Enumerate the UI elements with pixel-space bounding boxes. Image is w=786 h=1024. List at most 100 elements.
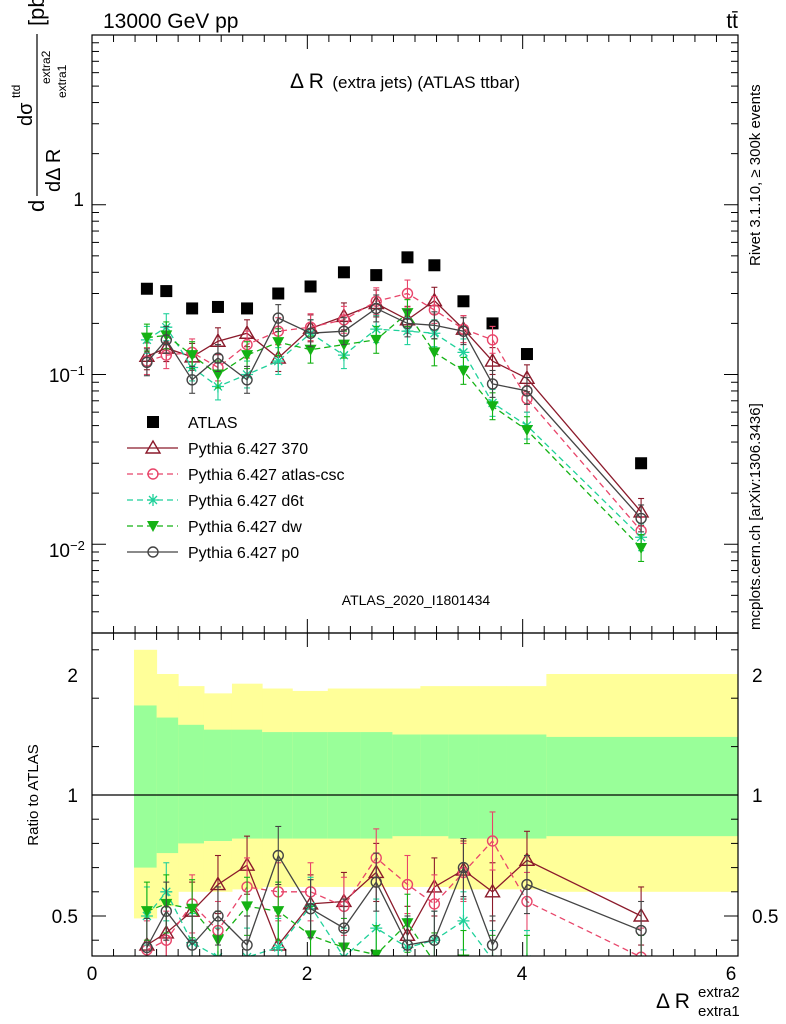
point-p370 xyxy=(484,352,501,367)
ratio-point-p0 xyxy=(212,910,224,922)
inner-band-bin xyxy=(420,734,449,837)
ytick-label-0p1: 10 xyxy=(49,366,70,387)
ratio-point-p0 xyxy=(338,922,350,934)
point-ATLAS xyxy=(401,251,414,264)
point-dw xyxy=(304,344,317,356)
ratio-point-dw xyxy=(140,906,153,918)
legend-label-ATLAS: ATLAS xyxy=(188,415,238,432)
ratio-point-atlascsc xyxy=(486,835,499,847)
point-ATLAS xyxy=(186,302,199,315)
point-dw xyxy=(370,334,383,346)
ylabel-d: d xyxy=(24,200,49,212)
ratio-ylabel: Ratio to ATLAS xyxy=(25,744,42,845)
ytick-exp-m2: −2 xyxy=(70,538,85,553)
point-dw xyxy=(241,350,254,362)
xlabel-sup: extra2 xyxy=(698,984,740,1001)
inner-band-bin xyxy=(327,732,361,839)
point-dw xyxy=(486,401,499,413)
point-atlascsc xyxy=(486,334,499,346)
energy-label: 13000 GeV pp xyxy=(103,10,238,33)
point-d6t xyxy=(457,346,470,359)
ratio-point-p0 xyxy=(241,939,253,951)
ratio-point-p0 xyxy=(521,878,533,891)
legend-entry-d6t: Pythia 6.427 d6t xyxy=(127,493,304,510)
main-plot xyxy=(138,251,650,563)
point-p0 xyxy=(272,312,284,324)
legend-label-atlascsc: Pythia 6.427 atlas-csc xyxy=(188,467,345,484)
ratio-point-dw xyxy=(186,903,199,915)
point-p0 xyxy=(428,319,441,331)
point-p0 xyxy=(370,302,382,315)
ylabel-dsigma: dσ xyxy=(15,102,37,126)
legend-label-p370: Pythia 6.427 370 xyxy=(188,441,308,458)
xlabel-sub: extra1 xyxy=(698,1003,740,1020)
series-ATLAS xyxy=(140,251,648,470)
ratio-point-dw xyxy=(635,959,647,970)
inner-band-bin xyxy=(360,732,393,839)
xtick-6: 6 xyxy=(726,964,737,985)
point-dw xyxy=(272,337,285,349)
ratio-point-p0 xyxy=(635,924,647,937)
ylabel-ttd: ttd xyxy=(9,85,23,98)
xtick-4: 4 xyxy=(517,964,528,985)
mcplots-label: mcplots.cern.ch [arXiv:1306.3436] xyxy=(747,403,764,630)
inner-band-bin xyxy=(262,732,293,839)
point-p0 xyxy=(635,512,647,525)
ratio-ytick-2-right: 2 xyxy=(752,666,763,687)
ratio-point-p0 xyxy=(304,903,317,915)
ratio-point-d6t xyxy=(272,941,285,954)
point-p0 xyxy=(212,352,224,364)
process-label: tt̄ xyxy=(726,10,738,33)
point-p0 xyxy=(338,325,350,337)
ratio-point-p370 xyxy=(484,883,501,898)
point-p0 xyxy=(160,334,172,346)
point-d6t xyxy=(272,355,285,368)
point-ATLAS xyxy=(337,266,350,279)
point-dw xyxy=(211,369,224,381)
point-ATLAS xyxy=(211,300,224,313)
ratio-point-atlascsc xyxy=(428,898,441,910)
ratio-bands xyxy=(92,649,738,919)
ratio-point-p0 xyxy=(428,934,441,946)
point-dw xyxy=(635,543,648,555)
ratio-plot xyxy=(138,811,650,970)
ratio-point-dw xyxy=(370,949,383,956)
ratio-point-p0 xyxy=(272,849,284,862)
ylabel-unit: [pb] xyxy=(24,0,49,26)
ytick-label-1: 1 xyxy=(73,190,84,211)
inner-band-bin xyxy=(292,732,329,839)
inner-band-bin xyxy=(133,705,158,868)
main-ylabel: d dσ ttd dΔ R extra1 extra2 [pb] xyxy=(9,0,69,212)
legend-marker-p0 xyxy=(147,546,159,558)
ytick-label-0p01: 10 xyxy=(49,541,70,562)
inner-band-bin xyxy=(203,729,233,841)
ratio-point-dw xyxy=(487,959,499,970)
ratio-point-p0 xyxy=(486,939,499,951)
ratio-point-p0 xyxy=(370,876,382,888)
legend-marker-d6t xyxy=(147,494,159,506)
ratio-ytick-2: 2 xyxy=(67,666,78,687)
legend-marker-p370 xyxy=(144,439,162,454)
xtick-2: 2 xyxy=(302,964,313,985)
series-p370 xyxy=(138,286,650,526)
xlabel-main: Δ R xyxy=(656,990,690,1013)
ratio-ytick-1-right: 1 xyxy=(752,786,763,807)
legend-entry-atlascsc: Pythia 6.427 atlas-csc xyxy=(127,467,345,484)
legend-entry-p370: Pythia 6.427 370 xyxy=(127,439,308,458)
xlabel: Δ R extra2 extra1 xyxy=(656,984,740,1020)
inner-band-bin xyxy=(231,729,263,839)
point-p0 xyxy=(241,374,253,386)
legend-entry-ATLAS: ATLAS xyxy=(147,415,238,432)
ylabel-dR: dΔ R xyxy=(43,149,65,192)
legend-marker-atlascsc xyxy=(147,468,159,480)
point-ATLAS xyxy=(241,302,254,315)
legend-label-dw: Pythia 6.427 dw xyxy=(188,519,302,536)
inner-band-bin xyxy=(392,734,421,837)
point-ATLAS xyxy=(520,348,533,361)
ratio-point-d6t xyxy=(635,958,647,970)
legend-entry-dw: Pythia 6.427 dw xyxy=(127,519,302,536)
ratio-point-d6t xyxy=(457,914,470,927)
point-p0 xyxy=(486,378,499,390)
legend: ATLAS Pythia 6.427 370 Pythia 6.427 atlas-… xyxy=(127,415,345,562)
